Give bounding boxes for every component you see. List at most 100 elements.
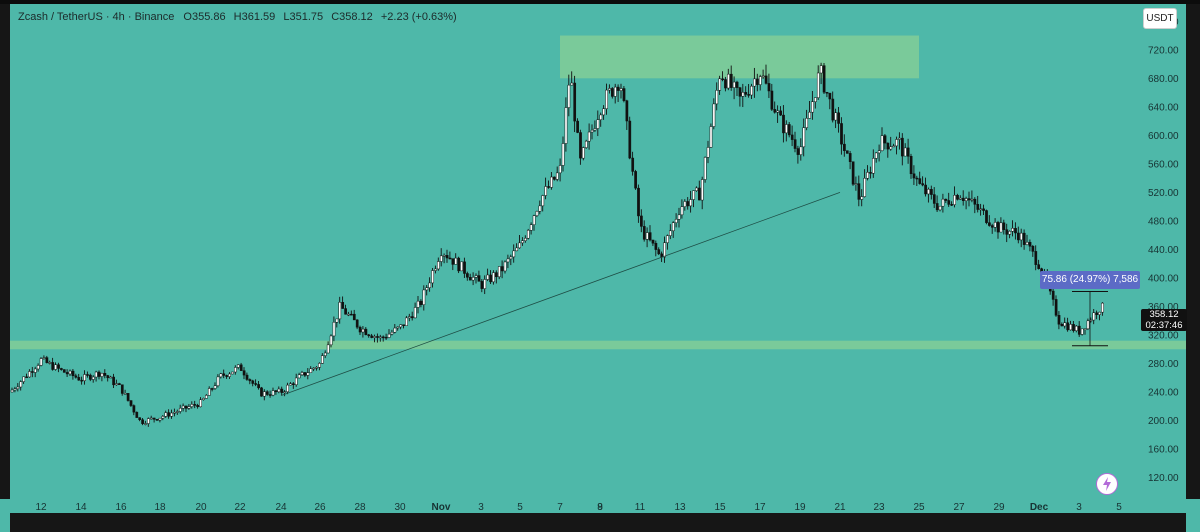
x-tick-label: 23: [873, 502, 885, 513]
candle-body: [170, 412, 173, 417]
x-tick-label: 11: [635, 502, 646, 513]
y-tick-label: 240.00: [1148, 388, 1179, 399]
x-tick-label: 19: [794, 502, 806, 513]
candle-body: [181, 405, 185, 409]
candle-body: [289, 383, 292, 386]
candle-body: [300, 372, 304, 376]
candle-body: [744, 92, 748, 95]
candle-body: [495, 272, 498, 278]
candle-body: [225, 375, 229, 377]
candle-body: [880, 135, 884, 151]
bolt-icon[interactable]: [1096, 473, 1118, 495]
candle-body: [883, 135, 887, 144]
candle-body: [358, 326, 362, 333]
candle-body: [529, 224, 533, 231]
y-tick-label: 560.00: [1148, 159, 1179, 170]
currency-button[interactable]: USDT: [1143, 8, 1177, 29]
x-axis: 12 14 16 18 20 22 24 26 28 30 Nov 3 5 7 89 11 13 15 17 19 21…: [35, 502, 1122, 513]
candle-body: [352, 313, 356, 321]
candle-body: [416, 300, 420, 308]
candle-body: [1017, 232, 1020, 241]
candle-body: [747, 94, 751, 96]
candle-body: [988, 222, 991, 226]
candle-body: [776, 110, 780, 113]
candle-body: [48, 362, 52, 364]
candle-body: [547, 186, 550, 188]
candle-body: [152, 417, 156, 420]
x-tick-label: 22: [234, 502, 246, 513]
candle-body: [680, 206, 684, 216]
candle-body: [758, 76, 762, 85]
candle-body: [236, 364, 240, 368]
candle-body: [251, 380, 255, 384]
candle-body: [1075, 325, 1078, 331]
candle-body: [57, 364, 60, 369]
candle-body: [74, 375, 78, 378]
x-tick-label: Nov: [432, 502, 451, 513]
symbol-title: Zcash / TetherUS · 4h · Binance O355.86 …: [18, 11, 457, 23]
candle-body: [51, 362, 55, 370]
candle-body: [990, 225, 994, 228]
candle-body: [831, 98, 835, 121]
candle-body: [370, 335, 374, 338]
x-tick-label: 14: [75, 502, 87, 513]
candle-body: [825, 91, 829, 94]
candle-body: [573, 82, 577, 122]
candle-body: [184, 405, 188, 409]
candle-body: [935, 203, 939, 211]
candle-body: [770, 90, 774, 110]
candle-body: [280, 388, 284, 393]
left-border: [0, 4, 10, 499]
trendline-layer: [280, 192, 841, 396]
candle-body: [564, 107, 568, 144]
candle-body: [408, 316, 411, 319]
candles-layer: [10, 62, 1104, 427]
candle-body: [468, 277, 472, 281]
candle-body: [663, 242, 666, 258]
candle-body: [257, 384, 260, 389]
candle-body: [80, 379, 84, 382]
candle-body: [590, 129, 594, 133]
y-tick-label: 720.00: [1148, 45, 1179, 56]
candle-body: [616, 86, 620, 91]
y-tick-label: 360.00: [1148, 302, 1179, 313]
candle-body: [460, 261, 463, 272]
x-tick-label: 3: [478, 502, 484, 513]
candle-body: [216, 376, 220, 386]
candle-body: [512, 250, 516, 258]
candle-body: [843, 143, 846, 151]
candle-body: [202, 398, 205, 401]
candle-body: [126, 393, 130, 401]
candle-body: [869, 172, 872, 174]
candle-body: [872, 158, 875, 174]
candle-body: [439, 255, 443, 262]
candle-body: [164, 412, 168, 417]
candle-body: [837, 112, 840, 124]
candle-body: [350, 313, 353, 316]
candle-body: [645, 232, 649, 240]
candle-body: [196, 405, 200, 408]
candle-body: [471, 277, 475, 281]
candle-body: [927, 189, 930, 195]
candle-body: [477, 275, 481, 282]
candle-body: [367, 334, 371, 337]
candle-body: [799, 146, 803, 155]
candle-body: [648, 232, 652, 241]
candle-body: [118, 383, 121, 386]
candle-body: [135, 411, 139, 418]
candle-body: [779, 110, 782, 116]
candle-body: [930, 189, 933, 195]
candle-body: [901, 137, 904, 157]
candle-body: [903, 147, 907, 157]
candle-body: [332, 321, 336, 337]
candle-body: [497, 266, 501, 278]
candle-body: [506, 258, 510, 263]
candle-body: [387, 333, 391, 338]
candle-body: [860, 196, 864, 200]
candle-body: [1063, 322, 1067, 327]
y-tick-label: 120.00: [1148, 473, 1179, 484]
candle-body: [982, 208, 985, 211]
x-tick-label: 24: [275, 502, 287, 513]
